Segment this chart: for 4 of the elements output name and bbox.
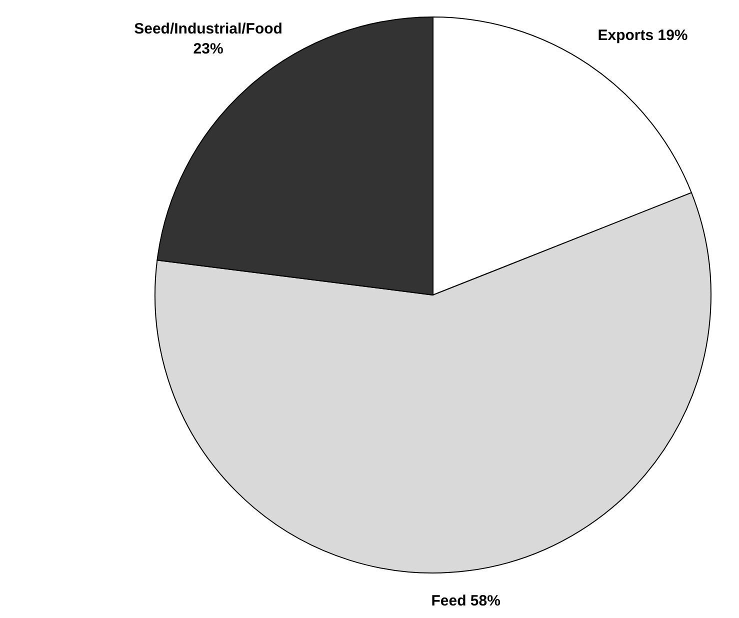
slice-label: Exports 19% bbox=[598, 27, 688, 44]
data-label: 23% bbox=[193, 40, 224, 58]
slice-label: Feed 58% bbox=[431, 592, 500, 610]
slice-label: Seed/Industrial/Food bbox=[134, 20, 282, 38]
